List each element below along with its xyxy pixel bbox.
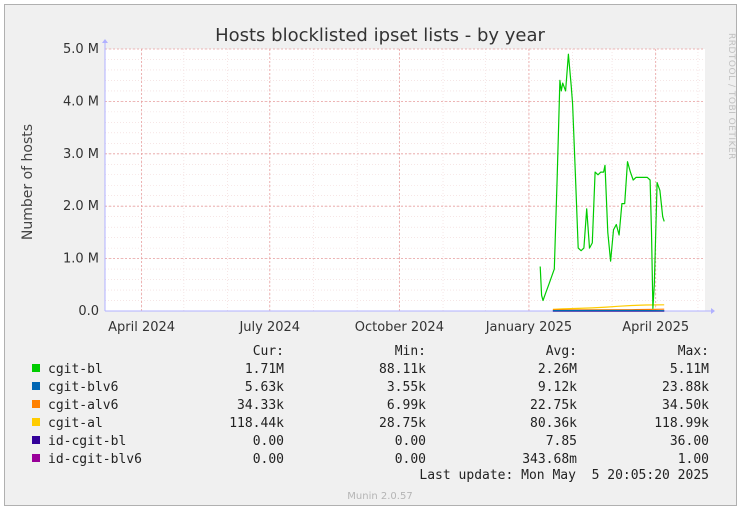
- legend-header-min: Min:: [395, 344, 426, 359]
- legend-name-cgit-bl: cgit-bl: [48, 362, 103, 377]
- legend-swatch-cgit-blv6: [32, 382, 40, 390]
- legend-name-cgit-al: cgit-al: [48, 416, 103, 431]
- legend-value-cur: 0.00: [253, 434, 284, 449]
- x-tick-label: July 2024: [238, 320, 300, 335]
- legend-value-cur: 34.33k: [237, 398, 284, 413]
- legend-swatch-cgit-al: [32, 418, 40, 426]
- series-line-cgit-al: [552, 304, 665, 310]
- legend-value-min: 0.00: [395, 452, 426, 467]
- legend-value-cur: 118.44k: [229, 416, 284, 431]
- series-line-cgit-bl: [539, 53, 665, 309]
- legend-name-cgit-alv6: cgit-alv6: [48, 398, 118, 413]
- legend-value-avg: 2.26M: [538, 362, 577, 377]
- legend-value-max: 1.00: [678, 452, 709, 467]
- legend-name-id-cgit-bl: id-cgit-bl: [48, 434, 126, 449]
- y-tick-label: 0.0: [78, 304, 99, 319]
- y-tick-label: 5.0 M: [63, 42, 99, 57]
- chart-title: Hosts blocklisted ipset lists - by year: [215, 25, 545, 46]
- legend-value-max: 118.99k: [654, 416, 709, 431]
- legend-value-min: 88.11k: [379, 362, 426, 377]
- legend-value-max: 36.00: [670, 434, 709, 449]
- legend-value-avg: 7.85: [546, 434, 577, 449]
- legend-swatch-id-cgit-bl: [32, 436, 40, 444]
- legend-header-cur: Cur:: [253, 344, 284, 359]
- legend-value-max: 34.50k: [662, 398, 709, 413]
- chart-canvas: Hosts blocklisted ipset lists - by year …: [20, 25, 736, 502]
- legend-value-cur: 0.00: [253, 452, 284, 467]
- legend-value-avg: 22.75k: [530, 398, 577, 413]
- last-update: Last update: Mon May 5 20:05:20 2025: [419, 468, 709, 483]
- legend-name-cgit-blv6: cgit-blv6: [48, 380, 118, 395]
- plot-area: 0.0 1.0 M 2.0 M 3.0 M 4.0 M 5.0 M April 2024 Ju…: [63, 39, 715, 335]
- y-tick-label: 1.0 M: [63, 252, 99, 267]
- plot-background: [105, 49, 705, 311]
- series-line-cgit-alv6: [552, 308, 665, 311]
- legend-swatch-cgit-bl: [32, 364, 40, 372]
- y-tick-label: 4.0 M: [63, 94, 99, 109]
- legend-name-id-cgit-blv6: id-cgit-blv6: [48, 452, 142, 467]
- munin-version: Munin 2.0.57: [347, 491, 412, 502]
- legend-value-avg: 9.12k: [538, 380, 577, 395]
- chart-frame: Hosts blocklisted ipset lists - by year …: [4, 4, 737, 506]
- legend-value-min: 6.99k: [387, 398, 426, 413]
- legend-swatch-id-cgit-blv6: [32, 454, 40, 462]
- legend-value-avg: 343.68m: [522, 452, 577, 467]
- legend-header-avg: Avg:: [546, 344, 577, 359]
- legend-value-avg: 80.36k: [530, 416, 577, 431]
- y-tick-label: 3.0 M: [63, 147, 99, 162]
- x-axis-arrow: [711, 308, 715, 314]
- x-tick-label: April 2025: [622, 320, 689, 335]
- legend: Cur: Min: Avg: Max: cgit-bl 1.71M 88.11k 2.26M 5…: [32, 344, 709, 467]
- rrdtool-watermark: RRDTOOL / TOBI OETIKER: [726, 33, 736, 160]
- legend-value-min: 0.00: [395, 434, 426, 449]
- legend-value-max: 5.11M: [670, 362, 709, 377]
- legend-value-max: 23.88k: [662, 380, 709, 395]
- y-axis-arrow: [102, 39, 108, 43]
- legend-value-cur: 5.63k: [245, 380, 284, 395]
- legend-value-cur: 1.71M: [245, 362, 284, 377]
- legend-value-min: 3.55k: [387, 380, 426, 395]
- x-tick-label: October 2024: [355, 320, 444, 335]
- y-tick-label: 2.0 M: [63, 199, 99, 214]
- legend-swatch-cgit-alv6: [32, 400, 40, 408]
- legend-value-min: 28.75k: [379, 416, 426, 431]
- y-axis-label: Number of hosts: [20, 124, 36, 240]
- x-tick-label: January 2025: [485, 320, 573, 335]
- x-tick-label: April 2024: [108, 320, 175, 335]
- legend-header-max: Max:: [678, 344, 709, 359]
